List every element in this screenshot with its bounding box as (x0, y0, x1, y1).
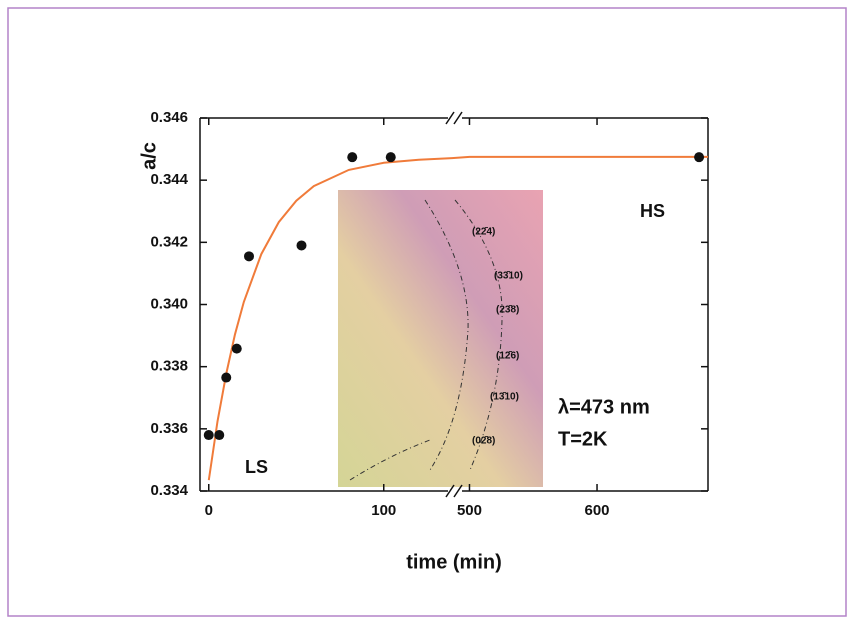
inset-label: (22̄4) (472, 227, 495, 238)
data-point (244, 251, 254, 261)
x-tick-label: 600 (585, 502, 610, 519)
x-tick-label: 500 (457, 502, 482, 519)
inset-label: (23̄8) (496, 305, 519, 316)
y-tick-label: 0.334 (150, 482, 188, 499)
annotation: T=2K (558, 428, 608, 450)
y-tick-label: 0.338 (150, 358, 188, 375)
data-point (386, 152, 396, 162)
annotation: LS (245, 457, 268, 477)
inset-image (338, 190, 543, 487)
y-axis-label: a/c (138, 142, 160, 170)
data-point (694, 152, 704, 162)
inset-label: (02̄8) (472, 436, 495, 447)
x-axis-label: time (min) (406, 551, 502, 573)
annotation: HS (640, 201, 665, 221)
y-tick-label: 0.344 (150, 171, 188, 188)
inset-label: (13̄10) (490, 392, 519, 403)
data-point (297, 240, 307, 250)
y-tick-label: 0.342 (150, 233, 188, 250)
annotation: λ=473 nm (558, 396, 650, 418)
data-point (232, 344, 242, 354)
x-tick-label: 0 (205, 502, 213, 519)
data-point (221, 373, 231, 383)
y-tick-label: 0.340 (150, 295, 188, 312)
data-point (214, 430, 224, 440)
chart: a/c time (min) 0.334 0.336 0.338 0.340 0.342… (0, 0, 854, 624)
x-tick-label: 100 (371, 502, 396, 519)
inset-label: (12̄6) (496, 351, 519, 362)
data-point (204, 430, 214, 440)
y-tick-label: 0.336 (150, 420, 188, 437)
data-point (347, 152, 357, 162)
axis-break (454, 112, 462, 124)
inset-label: (33̄10) (494, 271, 523, 282)
y-tick-label: 0.346 (150, 109, 188, 126)
